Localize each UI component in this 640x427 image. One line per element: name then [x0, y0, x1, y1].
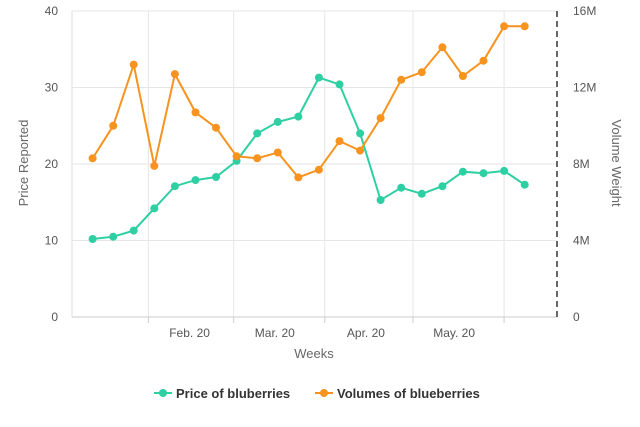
price-point[interactable] [500, 166, 509, 175]
series-layer [88, 22, 529, 243]
volume-point[interactable] [458, 72, 467, 80]
legend-volume-marker [320, 389, 328, 397]
volume-point[interactable] [273, 148, 282, 157]
price-point[interactable] [191, 176, 200, 185]
right-y-axis-tick-labels: 0 4M 8M 12M 16M [573, 4, 596, 324]
price-point[interactable] [109, 232, 118, 241]
legend-item-price[interactable]: Price of bluberries [154, 386, 290, 401]
volume-point[interactable] [150, 161, 159, 170]
volume-point[interactable] [253, 154, 262, 163]
price-point[interactable] [273, 117, 282, 126]
volume-point[interactable] [232, 152, 241, 161]
volume-point[interactable] [109, 121, 118, 130]
y-left-tick-label: 40 [45, 4, 59, 18]
price-point[interactable] [438, 182, 447, 191]
price-point[interactable] [479, 169, 488, 178]
price-point[interactable] [253, 129, 262, 138]
price-point[interactable] [356, 129, 365, 138]
volume-point[interactable] [438, 43, 447, 52]
price-point[interactable] [458, 167, 467, 176]
volume-point[interactable] [376, 114, 385, 123]
volume-point[interactable] [335, 137, 344, 146]
price-point[interactable] [520, 180, 529, 189]
price-point[interactable] [335, 80, 344, 89]
right-y-axis-title: Volume Weight [609, 119, 624, 207]
legend: Price of bluberries Volumes of blueberri… [154, 386, 480, 401]
x-tick-label: Feb. 20 [169, 326, 210, 340]
volume-point[interactable] [417, 68, 426, 77]
y-right-tick-label: 0 [573, 310, 580, 324]
price-point[interactable] [170, 182, 179, 191]
volume-point[interactable] [356, 146, 365, 155]
x-tick-label: May. 20 [433, 326, 475, 340]
legend-volume-label: Volumes of blueberries [337, 386, 480, 401]
x-tick-label: Mar. 20 [255, 326, 295, 340]
left-y-axis-title: Price Reported [16, 120, 31, 207]
price-point[interactable] [129, 226, 138, 235]
series-line-price [92, 76, 526, 240]
volume-point[interactable] [294, 173, 303, 182]
price-point[interactable] [88, 235, 97, 243]
volume-point[interactable] [479, 56, 488, 65]
volume-point[interactable] [520, 22, 529, 31]
volume-point[interactable] [170, 70, 179, 79]
volume-point[interactable] [500, 22, 509, 31]
y-right-tick-label: 12M [573, 81, 596, 95]
series-line-volume [91, 25, 525, 179]
y-right-tick-label: 16M [573, 4, 596, 18]
volume-point[interactable] [212, 123, 220, 132]
y-left-tick-label: 20 [45, 157, 59, 171]
price-point[interactable] [150, 204, 159, 213]
y-right-tick-label: 4M [573, 234, 590, 248]
y-left-tick-label: 0 [51, 310, 58, 324]
x-axis-tick-labels: Feb. 20 Mar. 20 Apr. 20 May. 20 [169, 326, 475, 340]
y-right-tick-label: 8M [573, 157, 590, 171]
y-left-tick-label: 30 [45, 81, 59, 95]
legend-price-label: Price of bluberries [176, 386, 290, 401]
x-axis-title: Weeks [294, 346, 334, 361]
volume-point[interactable] [314, 165, 323, 174]
x-tick-label: Apr. 20 [347, 326, 385, 340]
price-point[interactable] [417, 189, 426, 198]
volume-point[interactable] [129, 60, 138, 69]
y-left-tick-label: 10 [45, 234, 59, 248]
price-point[interactable] [294, 112, 303, 121]
volume-point[interactable] [397, 75, 406, 84]
price-point[interactable] [397, 183, 406, 192]
volume-point[interactable] [88, 154, 97, 163]
price-point[interactable] [376, 196, 385, 204]
price-point[interactable] [212, 173, 220, 181]
axes [71, 11, 557, 323]
volume-point[interactable] [191, 108, 200, 117]
legend-price-marker [159, 389, 167, 397]
price-point[interactable] [314, 73, 323, 82]
legend-item-volume[interactable]: Volumes of blueberries [315, 386, 480, 401]
left-y-axis-tick-labels: 0 10 20 30 40 [45, 4, 59, 324]
